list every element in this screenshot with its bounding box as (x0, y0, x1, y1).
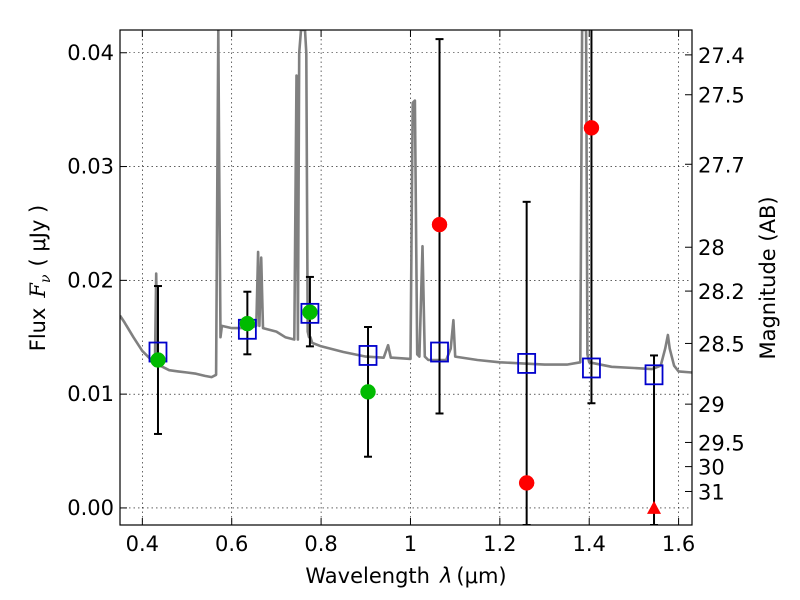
observed-point (518, 475, 535, 491)
x-tick-label: 1.2 (483, 532, 516, 556)
x-ticks: 0.4 0.6 0.8 1 1.2 1.4 1.6 (126, 30, 695, 556)
y-ticks: 0.00 0.01 0.02 0.03 0.04 (67, 41, 127, 520)
grid-lines (120, 30, 692, 525)
mag-tick-label: 27.7 (698, 153, 745, 177)
mag-tick-label: 30 (698, 456, 725, 480)
model-phot-square (358, 345, 378, 366)
mag-tick-label: 27.4 (698, 44, 745, 68)
observed-point (150, 352, 166, 368)
plot-area (120, 30, 692, 525)
y-tick-label: 0.04 (67, 41, 114, 65)
y-tick-label: 0.00 (67, 496, 114, 520)
observed-point (239, 315, 256, 332)
y-tick-label: 0.03 (67, 155, 114, 179)
mag-tick-label: 28.2 (698, 280, 745, 304)
model-phot-square (430, 341, 449, 363)
mag-tick-label: 28.5 (698, 332, 745, 356)
x-tick-label: 0.8 (304, 532, 337, 556)
y-tick-label: 0.02 (67, 268, 114, 292)
upper-limit-marker (647, 500, 662, 514)
model-phot-square (582, 357, 601, 379)
x-tick-label: 0.6 (215, 532, 248, 556)
model-phot-square (300, 302, 320, 324)
observed-point (431, 216, 448, 233)
observed-point (360, 384, 376, 400)
mag-tick-label: 29.5 (698, 431, 745, 455)
y2-axis-label: Magnitude (AB) (756, 196, 780, 359)
x-tick-label: 1.4 (573, 532, 606, 556)
mag-tick-label: 27.5 (698, 84, 745, 108)
observed-point (302, 304, 318, 320)
x-axis-label: Wavelength λ (μm) (305, 564, 506, 588)
x-tick-label: 0.4 (126, 532, 159, 556)
observed-point (583, 120, 600, 136)
mag-tick-label: 29 (698, 393, 725, 417)
model-phot-square (517, 353, 537, 374)
y-axis-label: FluxFν( μJy ) (26, 205, 54, 351)
x-tick-label: 1 (404, 532, 417, 556)
plot-content (120, 30, 692, 525)
model-phot-square (644, 364, 664, 386)
y-tick-label: 0.01 (67, 382, 114, 406)
x-tick-label: 1.6 (662, 532, 695, 556)
mag-tick-label: 31 (698, 480, 725, 504)
model-spectrum-line (120, 30, 692, 379)
mag-tick-label: 28 (698, 236, 725, 260)
plot-frame (119, 29, 693, 526)
